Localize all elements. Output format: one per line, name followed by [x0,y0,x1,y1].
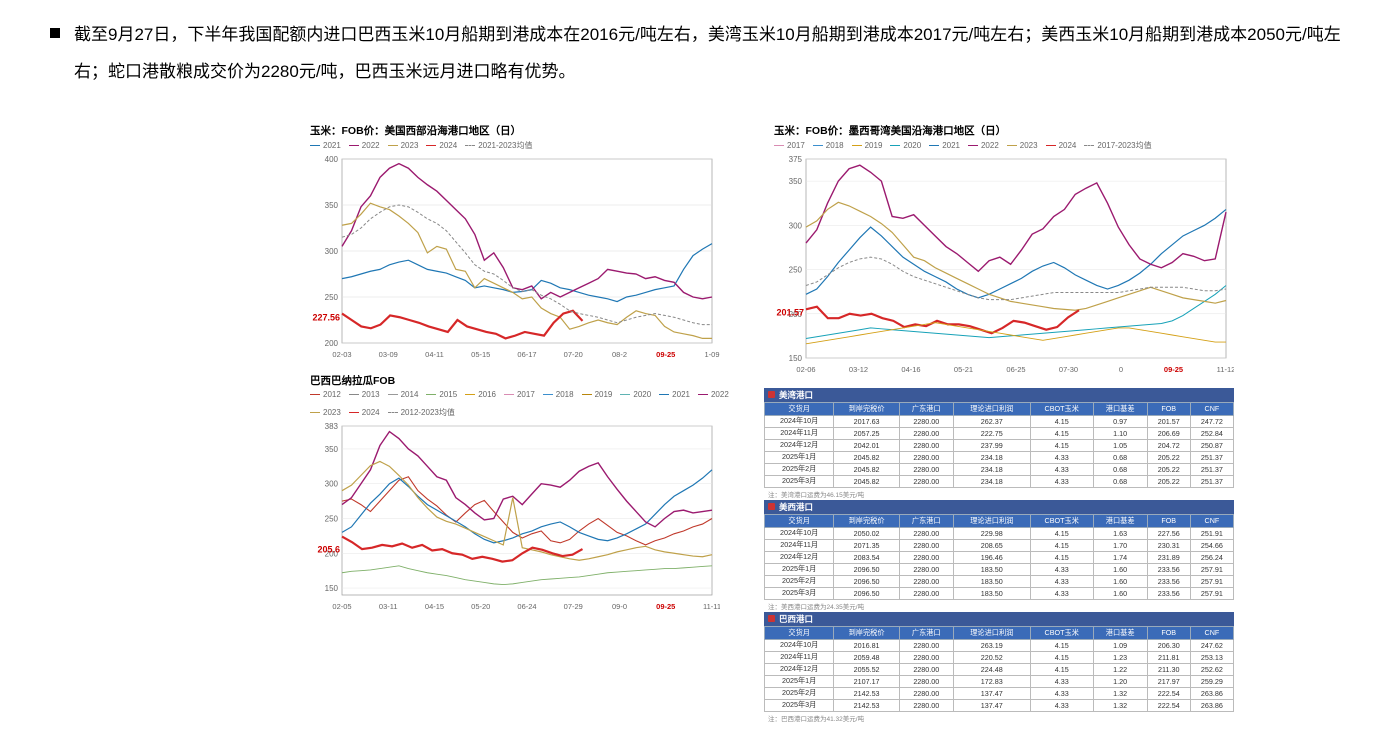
gulf-chart: 玉米：FOB价：墨西哥湾美国沿海港口地区（日） 2017201820192020… [764,121,1234,378]
svg-text:0: 0 [1119,365,1123,374]
svg-text:200: 200 [325,339,339,348]
svg-text:300: 300 [325,247,339,256]
bullet-block: 截至9月27日，下半年我国配额内进口巴西玉米10月船期到港成本在2016元/吨左… [40,16,1348,121]
left-col: 玉米：FOB价：美国西部沿海港口地区（日） 202120222023202420… [300,121,740,724]
chart-canvas: 15020025030035037502-0603-1204-1605-2106… [764,153,1234,378]
svg-text:05-20: 05-20 [471,602,490,611]
svg-text:11-12: 11-12 [1217,365,1234,374]
svg-text:03-12: 03-12 [849,365,868,374]
svg-text:08-2: 08-2 [612,350,627,359]
chart-title: 巴西巴纳拉瓜FOB [300,371,740,390]
legend: 20212022202320242021-2023均值 [300,140,740,153]
svg-text:02-03: 02-03 [332,350,351,359]
svg-text:350: 350 [325,445,339,454]
right-col: 玉米：FOB价：墨西哥湾美国沿海港口地区（日） 2017201820192020… [764,121,1234,724]
figures-row: 玉米：FOB价：美国西部沿海港口地区（日） 202120222023202420… [40,121,1348,724]
svg-text:07-29: 07-29 [564,602,583,611]
svg-text:07-30: 07-30 [1059,365,1078,374]
chart-canvas: 15020025030035038302-0503-1104-1505-2006… [300,420,720,615]
legend: 2012201320142015201620172018201920202021… [300,390,740,420]
bullet-text: 截至9月27日，下半年我国配额内进口巴西玉米10月船期到港成本在2016元/吨左… [74,16,1348,91]
svg-text:383: 383 [325,422,339,431]
svg-text:350: 350 [789,177,803,186]
brazil-table: 巴西港口交货月到岸完税价广东港口理论进口利润CBOT玉米港口基差FOBCNF20… [764,612,1234,724]
chart-canvas: 200 250 300 350 400 02-03 03-09 04-11 05-15 06-17… [300,153,720,363]
page: 截至9月27日，下半年我国配额内进口巴西玉米10月船期到港成本在2016元/吨左… [0,0,1388,744]
svg-text:02-06: 02-06 [796,365,815,374]
tables: 美湾港口交货月到岸完税价广东港口理论进口利润CBOT玉米港口基差FOBCNF20… [764,388,1234,724]
west-table: 美西港口交货月到岸完税价广东港口理论进口利润CBOT玉米港口基差FOBCNF20… [764,500,1234,612]
chart-title: 玉米：FOB价：美国西部沿海港口地区（日） [300,121,740,140]
svg-text:150: 150 [789,354,803,363]
svg-text:04-16: 04-16 [901,365,920,374]
svg-text:227.56: 227.56 [312,312,340,322]
svg-text:150: 150 [325,584,339,593]
svg-text:375: 375 [789,155,803,164]
svg-text:300: 300 [789,221,803,230]
svg-text:205.6: 205.6 [317,544,340,554]
legend: 201720182019202020212022202320242017-202… [764,140,1204,153]
us-west-chart: 玉米：FOB价：美国西部沿海港口地区（日） 202120222023202420… [300,121,740,363]
chart-title: 玉米：FOB价：墨西哥湾美国沿海港口地区（日） [764,121,1234,140]
svg-text:250: 250 [325,514,339,523]
svg-text:03-11: 03-11 [379,602,398,611]
svg-text:06-24: 06-24 [517,602,536,611]
svg-text:09-0: 09-0 [612,602,627,611]
svg-text:06-25: 06-25 [1006,365,1025,374]
brazil-chart: 巴西巴纳拉瓜FOB 201220132014201520162017201820… [300,371,740,615]
svg-text:05-21: 05-21 [954,365,973,374]
svg-text:02-05: 02-05 [332,602,351,611]
gulf-table: 美湾港口交货月到岸完税价广东港口理论进口利润CBOT玉米港口基差FOBCNF20… [764,388,1234,500]
svg-text:09-25: 09-25 [1164,365,1183,374]
svg-text:11-11: 11-11 [703,602,720,611]
svg-text:201.57: 201.57 [776,307,804,317]
svg-text:04-11: 04-11 [425,350,444,359]
svg-text:250: 250 [789,265,803,274]
svg-text:03-09: 03-09 [379,350,398,359]
svg-text:250: 250 [325,293,339,302]
svg-text:09-25: 09-25 [656,350,675,359]
svg-text:400: 400 [325,155,339,164]
svg-text:300: 300 [325,480,339,489]
bullet-icon [50,28,60,38]
svg-text:09-25: 09-25 [656,602,675,611]
svg-text:1-09: 1-09 [704,350,719,359]
svg-text:05-15: 05-15 [471,350,490,359]
svg-text:350: 350 [325,201,339,210]
svg-text:04-15: 04-15 [425,602,444,611]
svg-text:06-17: 06-17 [517,350,536,359]
svg-text:07-20: 07-20 [564,350,583,359]
